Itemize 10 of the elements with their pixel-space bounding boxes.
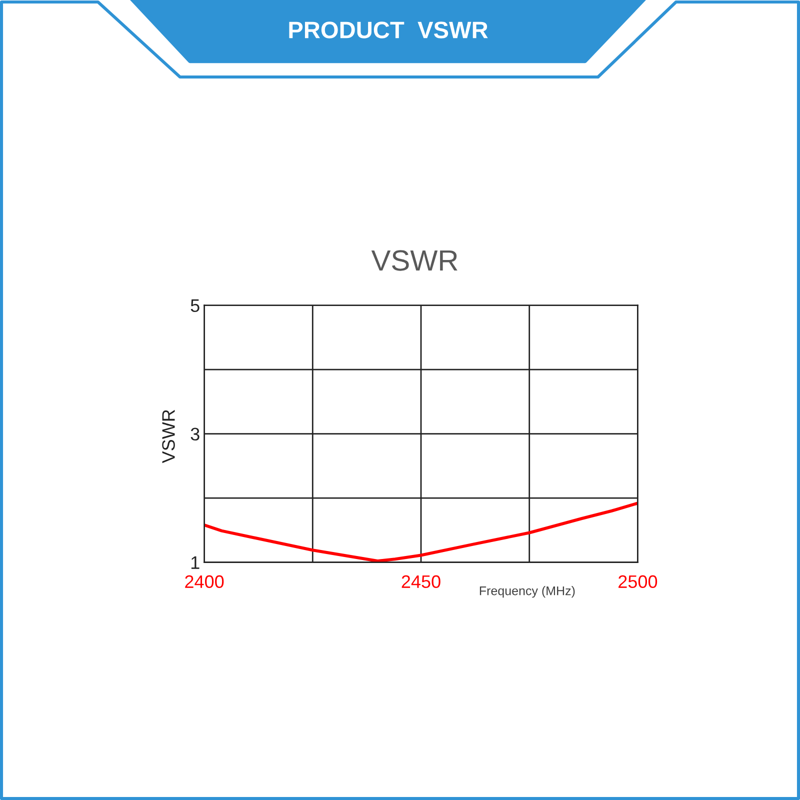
x-tick-label: 2500: [618, 575, 658, 588]
chart-subtitle: VSWR: [371, 250, 458, 271]
x-tick-label: 2400: [185, 575, 224, 588]
chart-title: PRODUCT VSWR: [289, 22, 488, 38]
y-tick-label: 5: [190, 299, 200, 312]
x-axis-title: Frequency (MHz): [480, 586, 575, 598]
y-tick-label: 1: [191, 556, 200, 569]
y-axis-title: VSWR: [162, 410, 175, 464]
x-tick-label: 2450: [402, 575, 440, 588]
y-tick-label: 3: [190, 428, 200, 441]
